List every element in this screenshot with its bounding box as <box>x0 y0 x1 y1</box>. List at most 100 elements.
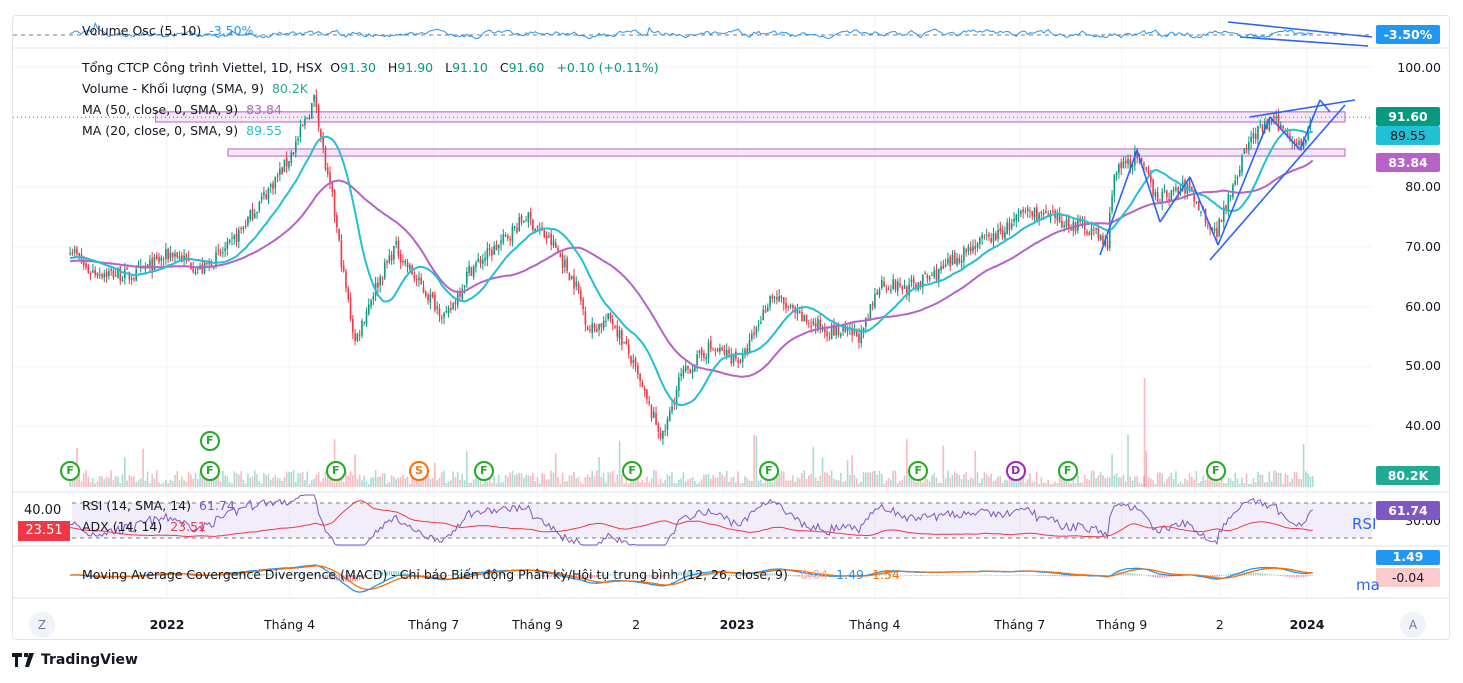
volume-bar <box>288 471 290 487</box>
volume-bar <box>497 475 500 487</box>
candle-body <box>862 328 865 332</box>
event-marker-f[interactable]: F <box>199 461 220 481</box>
event-marker-s[interactable]: S <box>408 461 429 481</box>
rsi-label[interactable]: RSI (14, SMA, 14) <box>82 498 192 513</box>
candle-body <box>367 304 370 314</box>
event-marker-f[interactable]: F <box>325 461 346 481</box>
candle-body <box>315 95 318 108</box>
macd-histogram-bar <box>251 574 254 576</box>
rsi-value: 61.74 <box>199 498 235 513</box>
candle-body <box>513 226 516 228</box>
event-marker-f[interactable]: F <box>1057 461 1078 481</box>
volume-bar <box>878 470 881 487</box>
macd-histogram-bar <box>507 574 509 576</box>
event-marker-f[interactable]: F <box>908 461 929 481</box>
volume-bar <box>219 481 222 487</box>
event-marker-f[interactable]: F <box>60 461 81 481</box>
zoom-reset-button[interactable]: Z <box>29 612 55 638</box>
trendline-drawing <box>1319 99 1331 113</box>
volume-bar <box>1154 483 1157 487</box>
volume-bar <box>607 472 609 487</box>
macd-histogram-bar <box>1211 575 1213 577</box>
macd-histogram-bar <box>609 574 612 576</box>
auto-scale-button[interactable]: A <box>1400 612 1426 638</box>
candle-body <box>94 269 96 275</box>
macd-histogram-bar <box>502 574 504 576</box>
volume-bar <box>860 481 863 487</box>
volume-bar <box>481 483 484 487</box>
candle-body <box>251 209 254 220</box>
event-marker-f[interactable]: F <box>473 461 494 481</box>
candle-body <box>1134 151 1136 166</box>
volume-bar <box>707 474 710 487</box>
volume-bar <box>1200 481 1202 487</box>
macd-histogram-bar <box>783 574 785 576</box>
volume-label[interactable]: Volume - Khối lượng (SMA, 9) <box>82 81 264 96</box>
candle-body <box>1022 209 1024 213</box>
candle-body <box>611 319 614 325</box>
macd-histogram-bar <box>979 574 981 576</box>
volume-bar <box>1279 472 1282 487</box>
macd-histogram-bar <box>1029 574 1031 576</box>
candle-body <box>222 252 224 254</box>
volume-bar <box>835 479 837 487</box>
event-marker-f[interactable]: F <box>199 431 220 451</box>
event-marker-f[interactable]: F <box>758 461 779 481</box>
candle-body <box>165 249 167 259</box>
candle-body <box>1275 116 1278 119</box>
ma20-label[interactable]: MA (20, close, 0, SMA, 9) <box>82 123 239 138</box>
volume-bar <box>310 480 313 487</box>
macd-histogram-bar <box>249 573 251 576</box>
adx-label[interactable]: ADX (14, 14) <box>82 519 163 534</box>
rsi-line <box>70 494 1313 546</box>
macd-histogram-bar <box>653 575 655 577</box>
volume-bar <box>420 475 423 487</box>
symbol-title[interactable]: Tổng CTCP Công trình Viettel, 1D, HSX <box>82 60 323 75</box>
event-marker-f[interactable]: F <box>1205 461 1226 481</box>
candle-body <box>1241 156 1243 173</box>
volume-bar <box>1309 476 1312 487</box>
volume-bar <box>504 475 507 487</box>
candle-body <box>700 348 703 356</box>
candle-body <box>589 329 591 331</box>
candle-body <box>1286 132 1289 137</box>
macd-histogram-bar <box>192 575 194 577</box>
volume-bar <box>215 477 217 487</box>
candle-body <box>732 353 735 364</box>
candle-body <box>1175 186 1177 191</box>
macd-histogram-bar <box>1008 575 1011 576</box>
candle-body <box>755 327 758 334</box>
tradingview-logo[interactable]: TradingView <box>12 652 138 668</box>
trendline-drawing <box>1239 36 1369 47</box>
event-marker-f[interactable]: F <box>622 461 643 481</box>
candle-body <box>935 269 938 281</box>
candle-body <box>602 320 605 329</box>
candle-body <box>1090 228 1093 235</box>
candle-body <box>928 277 931 280</box>
macd-histogram-bar <box>258 574 260 576</box>
macd-histogram-bar <box>897 574 899 576</box>
macd-histogram-bar <box>1257 572 1259 576</box>
event-marker-d[interactable]: D <box>1005 461 1026 481</box>
macd-histogram-bar <box>523 574 525 576</box>
volume-bar <box>463 480 466 487</box>
macd-histogram-bar <box>1159 575 1161 578</box>
macd-histogram-bar <box>290 574 292 576</box>
volume-bar <box>1191 476 1193 487</box>
candle-body <box>358 334 361 336</box>
ma50-label[interactable]: MA (50, close, 0, SMA, 9) <box>82 102 239 117</box>
macd-histogram-bar <box>454 574 457 576</box>
volume-bar <box>304 480 306 487</box>
volume-bar <box>550 470 552 487</box>
candle-body <box>244 225 247 227</box>
candle-body <box>1172 189 1175 192</box>
volume-bar <box>349 471 352 487</box>
candle-body <box>1122 161 1125 169</box>
volume-bar <box>899 480 901 487</box>
volume-bar <box>110 470 112 487</box>
macd-label[interactable]: Moving Average Covergence Divergence (MA… <box>82 567 788 582</box>
candle-body <box>1038 213 1040 221</box>
volume-bar <box>709 478 712 487</box>
macd-histogram-bar <box>176 574 178 576</box>
